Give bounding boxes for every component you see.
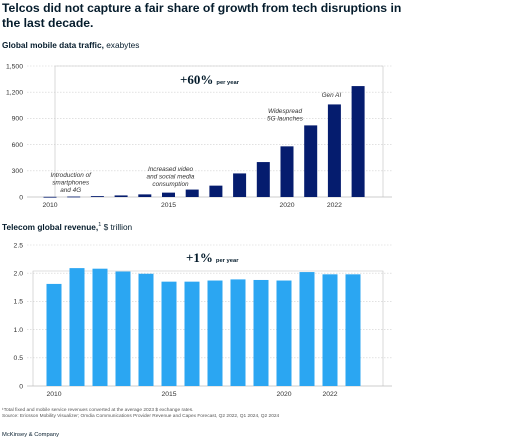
traffic-bar	[304, 125, 318, 197]
revenue-y-tick-label: 1.5	[14, 299, 24, 306]
revenue-bar	[276, 280, 292, 386]
traffic-bar	[256, 162, 270, 197]
traffic-bar	[209, 185, 223, 197]
revenue-bar	[322, 274, 338, 386]
traffic-annotation-line: Increased video	[148, 166, 194, 173]
traffic-bar	[185, 189, 199, 197]
traffic-chart: 0 300 600 900 1,200 1,500 2010 2015 2020 2022 +60%…	[6, 63, 392, 209]
traffic-growth-unit: per year	[216, 80, 239, 86]
traffic-annotation: Gen AI	[322, 92, 342, 99]
traffic-x-tick-label: 2010	[42, 202, 57, 209]
revenue-y-tick-label: 0	[19, 383, 23, 390]
traffic-x-tick-label: 2015	[161, 202, 176, 209]
traffic-bar	[43, 196, 57, 198]
traffic-y-tick-label: 1,200	[6, 90, 23, 97]
traffic-chart-subtitle: Global mobile data traffic, exabytes	[2, 40, 139, 50]
revenue-y-tick-label: 2.5	[14, 242, 24, 249]
revenue-subtitle-unit: $ trillion	[101, 222, 133, 232]
revenue-bar	[69, 268, 85, 386]
traffic-annotation-line: and 4G	[60, 187, 81, 194]
traffic-y-tick-label: 900	[12, 116, 24, 123]
revenue-bar	[161, 281, 177, 386]
revenue-bar	[115, 271, 131, 386]
traffic-x-tick-label: 2022	[327, 202, 342, 209]
traffic-growth-label: +60% per year	[180, 72, 240, 87]
traffic-bar	[138, 194, 152, 197]
brand-name: McKinsey & Company	[2, 432, 60, 438]
revenue-x-tick-label: 2010	[46, 391, 61, 398]
traffic-bar	[351, 86, 365, 197]
revenue-subtitle-footnote-mark: 1	[98, 222, 102, 229]
traffic-bar	[280, 146, 294, 197]
traffic-annotation-line: 5G launches	[267, 115, 304, 122]
revenue-y-tick-label: 2.0	[14, 271, 24, 278]
traffic-y-tick-label: 600	[12, 142, 24, 149]
traffic-annotation-line: Introduction of	[50, 172, 92, 179]
revenue-growth-value: +1%	[186, 250, 213, 265]
traffic-bar	[162, 192, 175, 197]
traffic-bar	[233, 173, 247, 197]
traffic-subtitle-bold: Global mobile data traffic,	[2, 40, 104, 50]
revenue-bar	[184, 281, 200, 386]
traffic-annotation-line: consumption	[152, 181, 189, 188]
revenue-growth-unit: per year	[216, 258, 239, 264]
revenue-bar	[138, 273, 154, 386]
traffic-bar	[114, 195, 128, 197]
revenue-growth-bracket	[32, 270, 384, 386]
revenue-bar	[230, 279, 246, 386]
source-note: Source: Ericsson Mobility Visualizer; Om…	[2, 414, 280, 419]
traffic-bar	[90, 196, 104, 197]
traffic-annotation: Introduction of smartphones and 4G	[50, 172, 92, 194]
traffic-bar	[67, 196, 81, 198]
revenue-bar	[345, 274, 361, 386]
revenue-bar	[207, 280, 223, 386]
traffic-y-tick-label: 300	[12, 168, 24, 175]
revenue-bar	[46, 283, 62, 386]
traffic-annotation: Increased video and social media consumpti…	[147, 166, 195, 188]
revenue-subtitle-bold: Telecom global revenue,	[2, 222, 99, 232]
revenue-x-tick-label: 2020	[276, 391, 291, 398]
revenue-bar	[253, 279, 269, 386]
revenue-chart-subtitle: Telecom global revenue,1 $ trillion	[2, 222, 132, 232]
traffic-x-tick-label: 2020	[279, 202, 294, 209]
traffic-y-tick-label: 0	[19, 194, 23, 201]
revenue-growth-label: +1% per year	[186, 250, 239, 265]
revenue-x-tick-label: 2015	[161, 391, 176, 398]
traffic-annotation-line: and social media	[147, 173, 195, 180]
revenue-x-tick-label: 2022	[322, 391, 337, 398]
traffic-annotation-line: Widespread	[268, 108, 302, 115]
traffic-bar	[327, 104, 341, 197]
traffic-growth-value: +60%	[180, 72, 213, 87]
traffic-y-tick-label: 1,500	[6, 63, 23, 70]
chart-title: Telcos did not capture a fair share of g…	[2, 1, 402, 30]
revenue-y-tick-label: 0.5	[14, 355, 24, 362]
traffic-annotation: Widespread 5G launches	[267, 108, 304, 122]
traffic-annotation-line: smartphones	[52, 179, 90, 186]
footnote: ¹Total fixed and mobile service revenues…	[2, 408, 194, 413]
traffic-growth-bracket	[54, 65, 384, 197]
traffic-annotation-line: Gen AI	[322, 92, 342, 99]
revenue-y-tick-label: 1.0	[14, 327, 24, 334]
revenue-chart: 0 0.5 1.0 1.5 2.0 2.5 2010 2015 2020 2022 +1% per y…	[14, 242, 392, 398]
traffic-subtitle-unit: exabytes	[103, 40, 140, 50]
revenue-bar	[299, 272, 315, 386]
revenue-bar	[92, 268, 108, 386]
